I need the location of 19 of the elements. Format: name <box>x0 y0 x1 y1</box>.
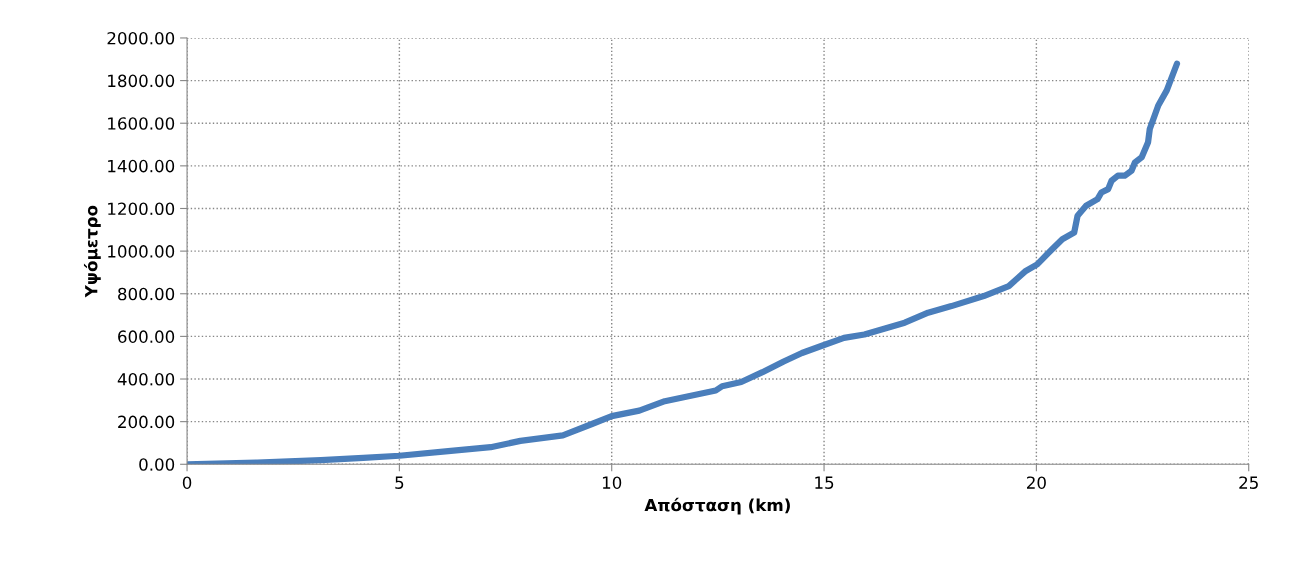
x-tick-label: 5 <box>395 476 404 489</box>
x-tick-label: 10 <box>602 476 622 489</box>
y-axis-title: Υψόμετρο <box>83 205 101 298</box>
x-tick-label: 20 <box>1027 476 1046 489</box>
y-tick-label: 800.00 <box>118 287 175 301</box>
y-tick-label: 1000.00 <box>108 245 175 258</box>
x-tick-label: 0 <box>182 476 192 489</box>
y-tick-label: 400.00 <box>117 372 175 386</box>
y-tick-label: 600.00 <box>118 330 175 343</box>
y-tick-label: 1200.00 <box>108 202 175 216</box>
y-tick-label: 200.00 <box>118 415 175 429</box>
y-tick-label: 0.00 <box>139 458 175 471</box>
y-tick-label: 1800.00 <box>108 74 175 88</box>
x-axis-title: Απόσταση (km) <box>644 497 790 515</box>
x-tick-label: 25 <box>1239 476 1258 489</box>
y-tick-label: 1600.00 <box>108 117 175 130</box>
y-tick-label: 1400.00 <box>108 159 175 173</box>
x-tick-label: 15 <box>815 476 834 489</box>
y-tick-label: 2000.00 <box>107 31 175 45</box>
